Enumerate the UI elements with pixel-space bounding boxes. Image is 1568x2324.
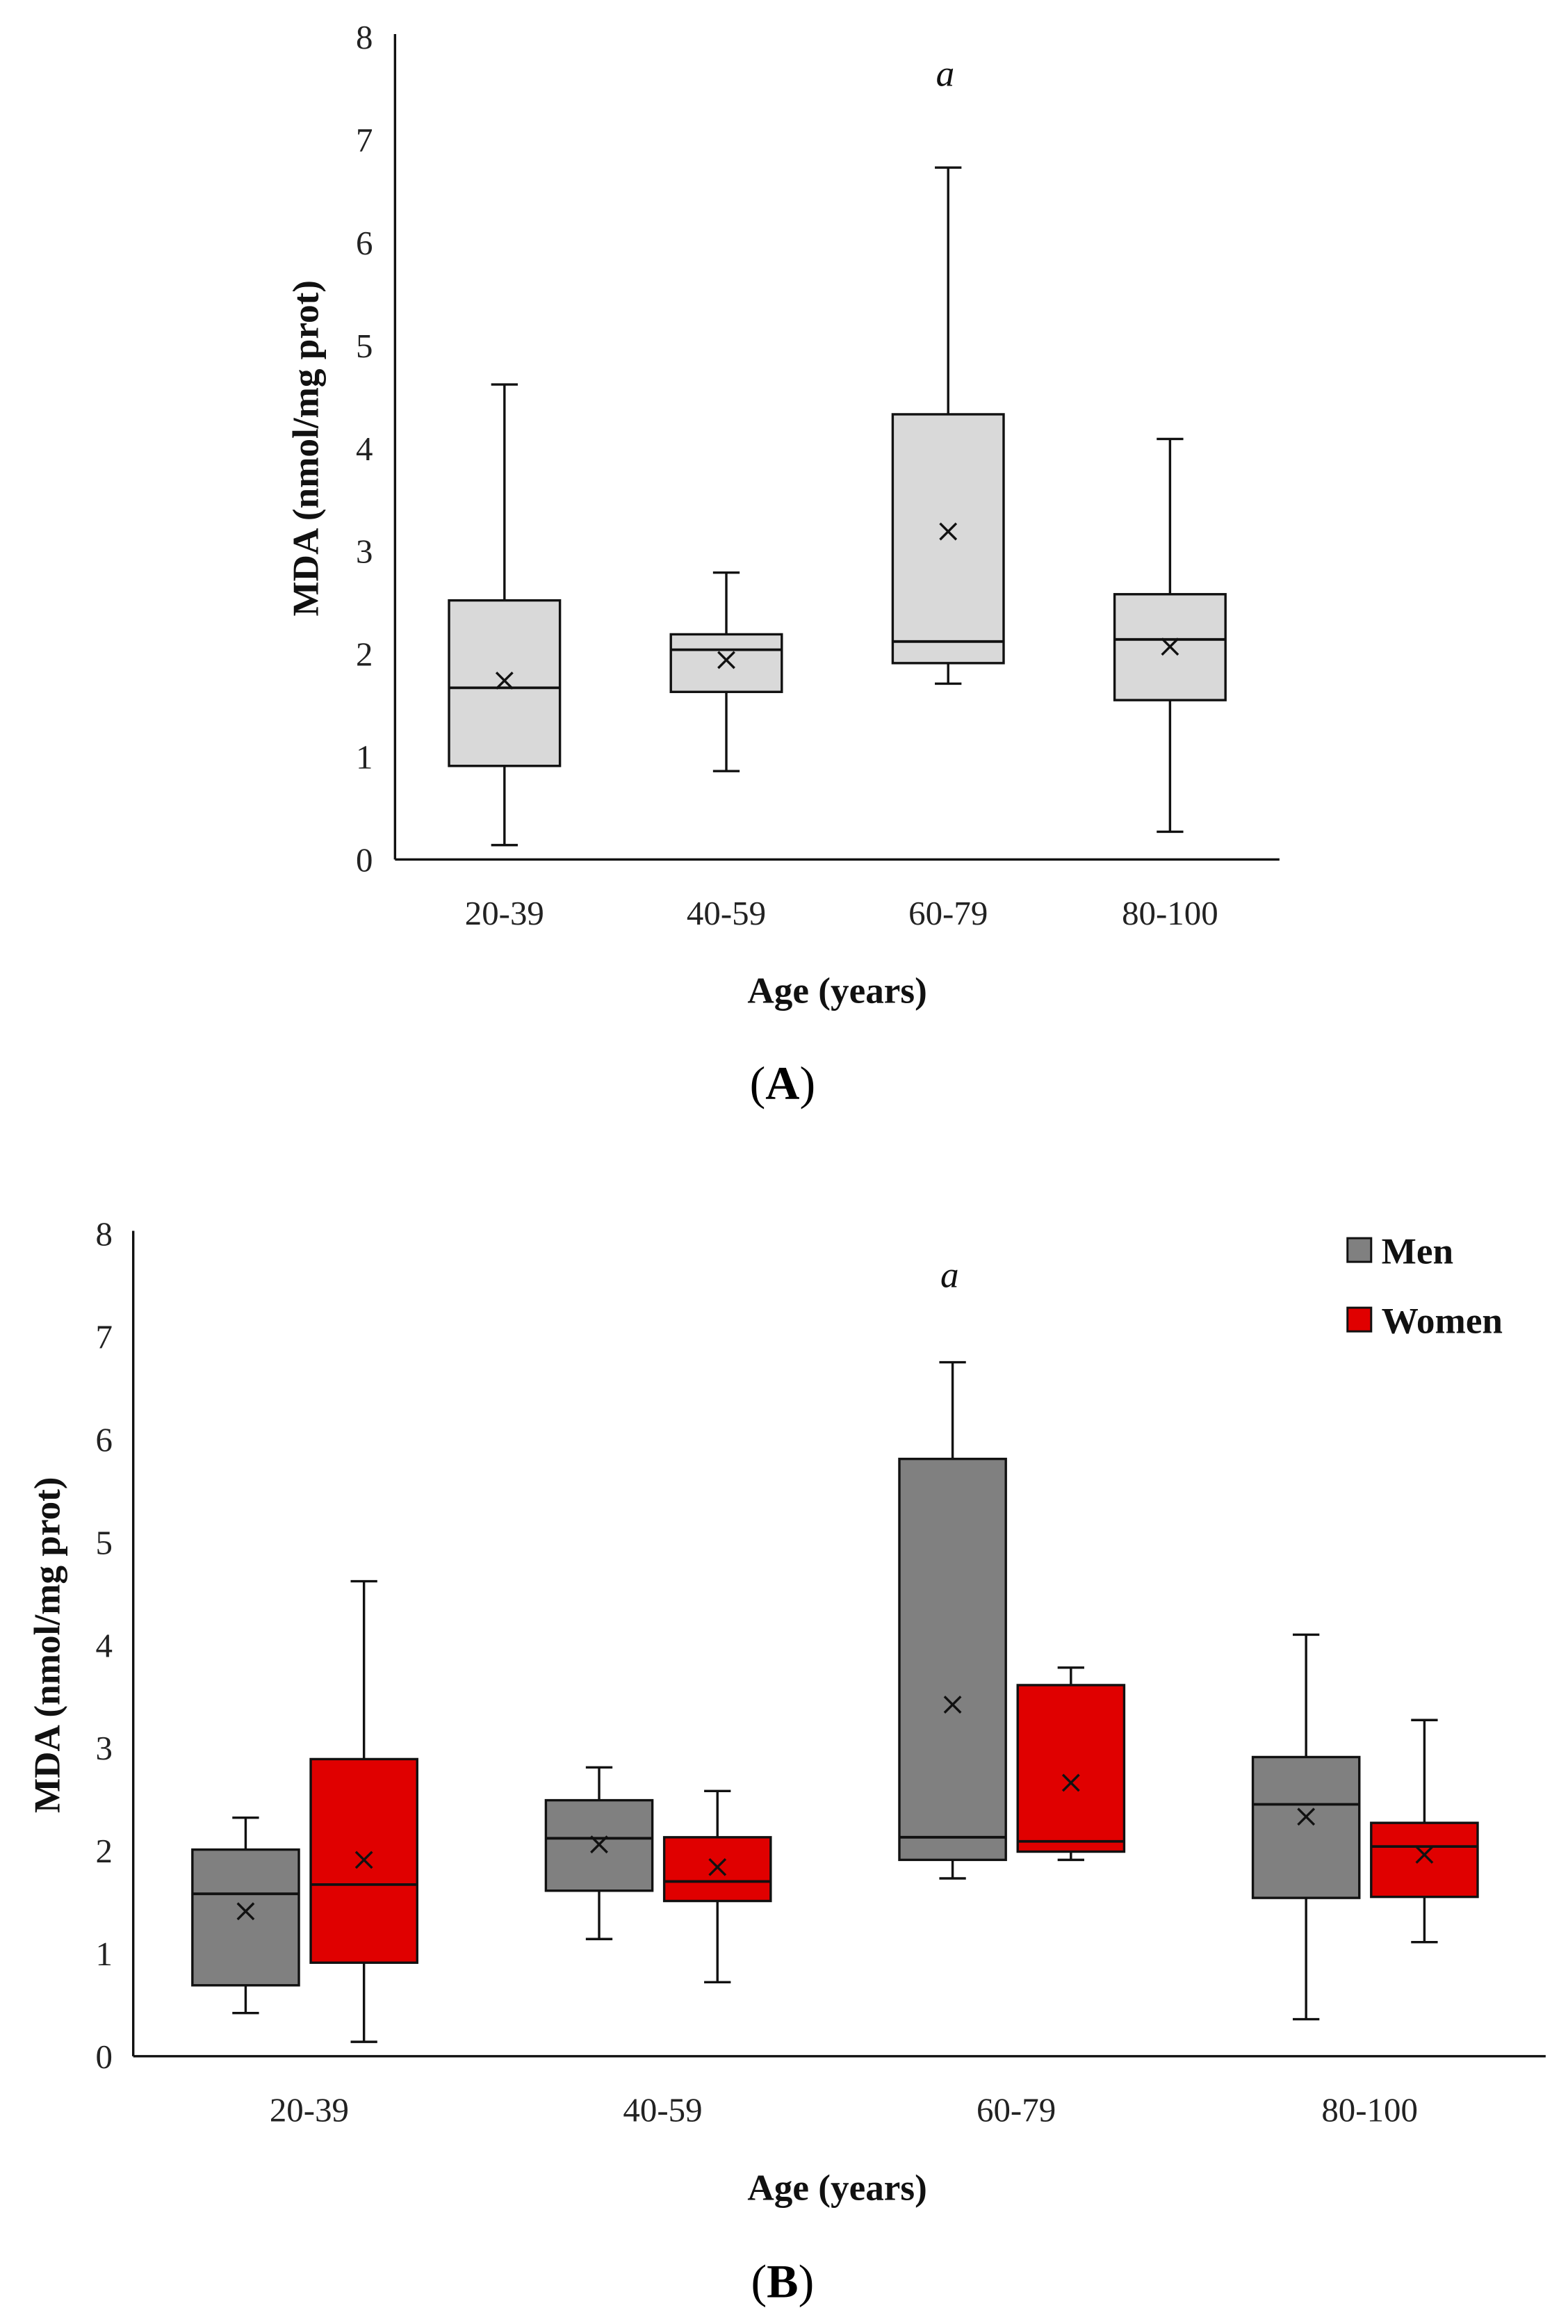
box-all-20-39 [448,383,562,847]
box-iqr [891,413,1005,665]
y-tick-label: 5 [356,327,373,365]
mean-marker [495,672,514,690]
x-tick-label: 20-39 [270,2090,349,2129]
chart-panel-a: MDA (nmol/mg prot) Age (years) (A) 0 1 2 3 4… [286,18,1280,1110]
box-women-20-39 [309,1579,418,2043]
box-iqr [1016,1684,1126,1853]
y-tick-label: 8 [95,1215,112,1253]
mean-marker [1161,637,1179,656]
x-axis-label: Age (years) [747,2167,926,2208]
mean-marker [939,522,958,541]
box-iqr [898,1457,1007,1862]
mean-marker [943,1696,962,1714]
mean-marker [1061,1773,1080,1792]
y-tick-label: 4 [95,1626,112,1664]
box-iqr [662,1836,772,1903]
y-tick-label: 7 [95,1318,112,1356]
box-men-60-79 [898,1360,1007,1880]
box-iqr [544,1798,654,1892]
y-tick-label: 2 [356,635,373,674]
x-tick-label: 20-39 [465,894,544,932]
y-tick-label: 3 [95,1729,112,1767]
y-tick-label: 8 [356,18,373,56]
y-tick-label: 3 [356,533,373,571]
y-tick-label: 2 [95,1832,112,1870]
y-tick-label: 0 [95,2038,112,2076]
box-iqr [669,633,783,693]
x-axis-label: Age (years) [747,970,926,1011]
chart-panel-b: MDA (nmol/mg prot) Age (years) (B) 0 1 2 3 4… [26,1215,1546,2308]
x-tick-label: 60-79 [908,894,988,932]
box-all-80-100 [1113,437,1227,834]
panel-label: (B) [751,2255,814,2308]
x-tick-label: 80-100 [1321,2090,1418,2129]
y-tick-label: 1 [95,1935,112,1973]
box-men-80-100 [1251,1633,1361,2021]
y-tick-label: 7 [356,121,373,159]
box-men-20-39 [191,1817,300,2015]
significance-annotation: a [940,1254,959,1295]
significance-annotation: a [936,53,955,94]
y-axis-label: MDA (nmol/mg prot) [26,1477,67,1813]
legend-label-men: Men [1382,1230,1453,1271]
box-all-60-79 [891,166,1005,685]
mean-marker [236,1902,255,1921]
mean-marker [717,651,735,669]
y-tick-label: 6 [95,1421,112,1459]
mean-marker [354,1851,373,1869]
y-tick-label: 5 [95,1523,112,1561]
y-tick-label: 4 [356,430,373,468]
panel-label: (A) [750,1057,816,1110]
box-iqr [448,599,562,767]
box-men-40-59 [544,1766,654,1940]
legend-label-women: Women [1382,1300,1503,1341]
box-women-80-100 [1370,1718,1479,1944]
mean-marker [590,1835,608,1854]
y-axis-label: MDA (nmol/mg prot) [286,280,327,617]
box-iqr [1370,1821,1479,1899]
x-tick-label: 60-79 [977,2090,1056,2129]
mean-marker [708,1858,727,1876]
y-tick-label: 6 [356,224,373,262]
box-women-40-59 [662,1789,772,1984]
mean-marker [1297,1807,1316,1826]
x-tick-label: 80-100 [1122,894,1218,932]
mean-marker [1415,1846,1434,1864]
box-iqr [191,1848,300,1987]
legend: Men Women [1346,1230,1503,1341]
box-all-40-59 [669,571,783,772]
y-tick-label: 1 [356,738,373,776]
legend-swatch-women [1346,1306,1373,1333]
x-tick-label: 40-59 [623,2090,702,2129]
x-tick-label: 40-59 [687,894,766,932]
y-tick-label: 0 [356,840,373,879]
box-women-60-79 [1016,1666,1126,1862]
legend-swatch-men [1346,1237,1373,1263]
box-iqr [309,1757,418,1964]
box-iqr [1251,1755,1361,1899]
